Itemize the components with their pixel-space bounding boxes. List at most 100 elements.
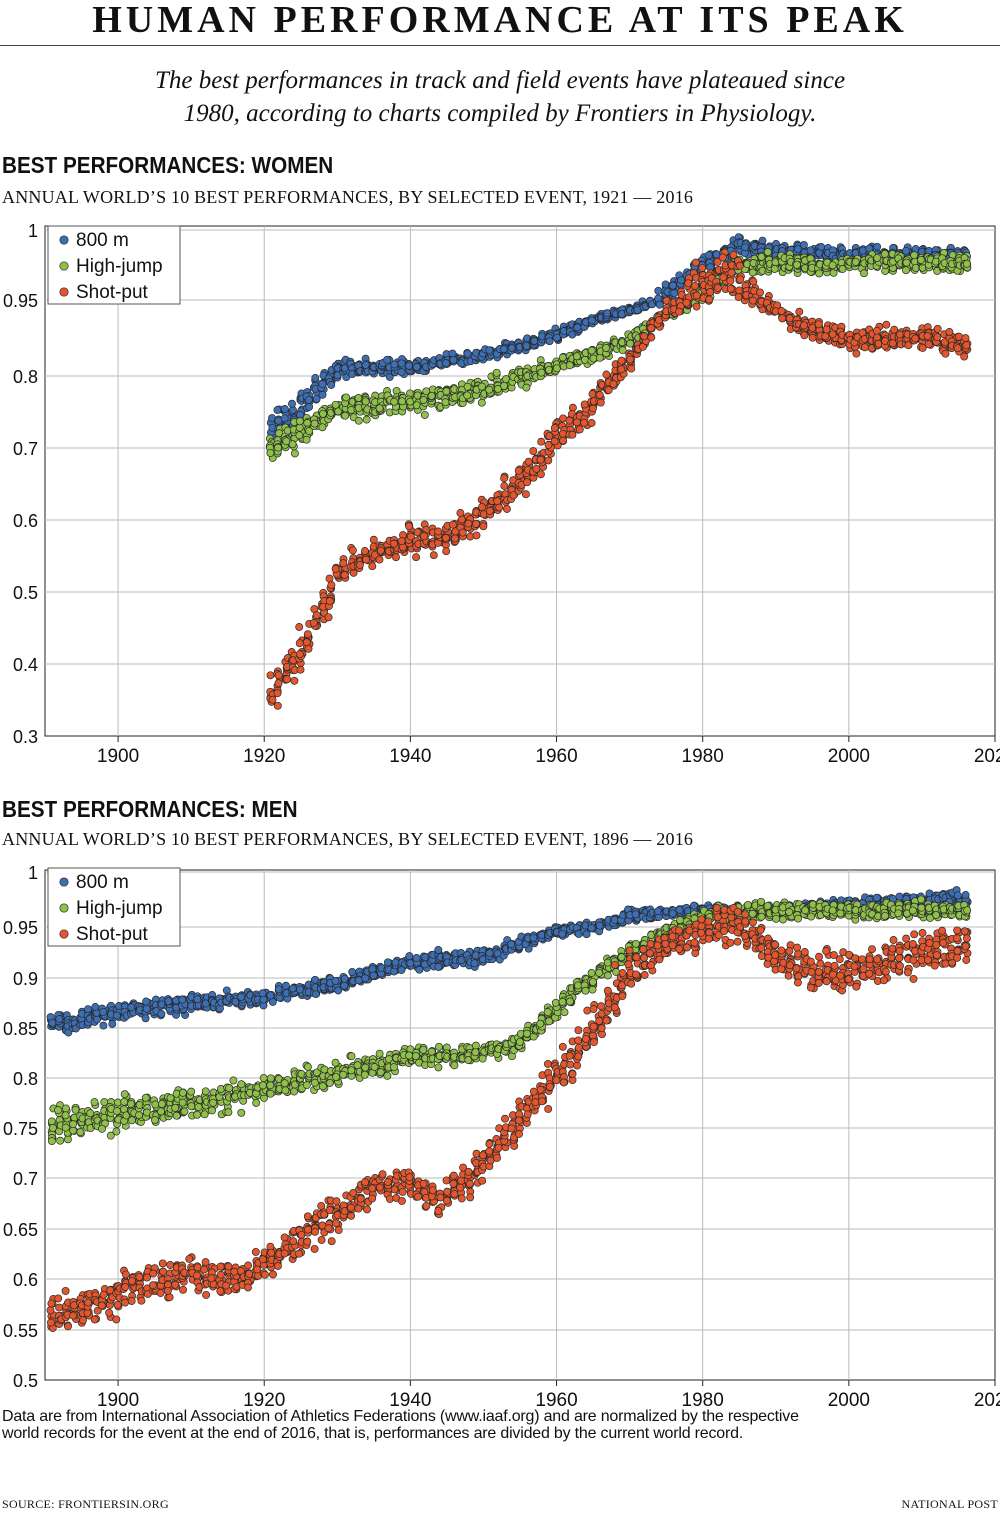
data-point bbox=[266, 448, 275, 457]
data-point bbox=[736, 275, 745, 284]
data-point bbox=[706, 288, 715, 296]
data-point bbox=[302, 638, 311, 647]
data-point bbox=[339, 559, 348, 568]
legend-swatch-shot_put bbox=[59, 287, 69, 297]
data-point bbox=[565, 361, 574, 370]
data-point bbox=[398, 397, 407, 406]
data-point bbox=[777, 307, 786, 315]
data-point bbox=[303, 630, 312, 639]
data-point bbox=[477, 382, 486, 391]
data-point bbox=[237, 1080, 246, 1089]
data-point bbox=[551, 998, 560, 1007]
data-point bbox=[471, 1041, 480, 1050]
data-point bbox=[193, 1110, 202, 1119]
data-point bbox=[178, 1098, 187, 1107]
data-point bbox=[311, 374, 320, 382]
data-point bbox=[390, 539, 398, 548]
data-point bbox=[347, 1066, 356, 1075]
y-tick-label: 0.6 bbox=[13, 511, 38, 531]
data-point bbox=[412, 401, 421, 410]
data-point bbox=[273, 406, 282, 414]
data-point bbox=[472, 531, 481, 540]
x-tick-label: 2020 bbox=[974, 1390, 1000, 1408]
data-point bbox=[466, 532, 475, 541]
data-point bbox=[318, 380, 327, 389]
data-point bbox=[464, 519, 473, 528]
data-point bbox=[961, 891, 970, 899]
data-point bbox=[684, 279, 693, 288]
data-point bbox=[312, 394, 321, 403]
data-point bbox=[434, 945, 443, 954]
data-point bbox=[617, 365, 626, 374]
data-point bbox=[397, 966, 406, 974]
data-point bbox=[565, 416, 574, 425]
data-point bbox=[631, 910, 640, 919]
data-point bbox=[434, 1063, 443, 1072]
data-point bbox=[390, 360, 399, 369]
data-point bbox=[580, 418, 589, 427]
data-point bbox=[312, 611, 321, 620]
data-point bbox=[962, 341, 971, 350]
y-tick-label: 0.95 bbox=[3, 291, 38, 311]
data-point bbox=[689, 901, 698, 910]
data-point bbox=[677, 276, 686, 285]
data-point bbox=[342, 393, 351, 402]
data-point bbox=[141, 1093, 150, 1102]
data-point bbox=[281, 1086, 290, 1095]
data-point bbox=[573, 323, 582, 332]
data-point bbox=[552, 333, 561, 342]
data-point bbox=[157, 1099, 166, 1108]
data-point bbox=[157, 1009, 166, 1018]
data-point bbox=[99, 1007, 108, 1016]
data-point bbox=[225, 1084, 234, 1093]
data-point bbox=[873, 242, 882, 251]
y-tick-label: 0.3 bbox=[13, 727, 38, 747]
data-point bbox=[449, 520, 457, 529]
y-tick-label: 0.65 bbox=[3, 1220, 38, 1240]
data-point bbox=[917, 255, 925, 264]
data-point bbox=[902, 246, 910, 255]
data-point bbox=[91, 1003, 100, 1011]
data-point bbox=[302, 435, 311, 444]
data-point bbox=[361, 974, 370, 983]
data-point bbox=[353, 1061, 362, 1070]
data-point bbox=[208, 1106, 216, 1115]
y-tick-label: 0.4 bbox=[13, 655, 38, 675]
data-point bbox=[290, 1087, 299, 1096]
data-point bbox=[376, 546, 385, 555]
data-point bbox=[405, 1051, 414, 1060]
data-point bbox=[280, 405, 289, 413]
data-point bbox=[544, 440, 553, 449]
data-point bbox=[735, 261, 744, 270]
data-point bbox=[880, 249, 889, 258]
x-tick-label: 1980 bbox=[682, 1390, 724, 1408]
data-point bbox=[48, 1018, 57, 1027]
data-point bbox=[575, 425, 584, 434]
y-tick-label: 1 bbox=[28, 863, 38, 883]
data-point bbox=[266, 991, 275, 1000]
data-point bbox=[792, 260, 801, 269]
data-point bbox=[187, 1102, 196, 1111]
data-point bbox=[500, 474, 509, 483]
data-point bbox=[47, 1137, 56, 1146]
data-point bbox=[282, 437, 291, 446]
data-point bbox=[602, 343, 611, 352]
data-point bbox=[493, 385, 502, 393]
data-point bbox=[595, 353, 604, 362]
data-point bbox=[675, 905, 684, 914]
data-point bbox=[933, 324, 942, 333]
data-point bbox=[369, 535, 378, 544]
data-point bbox=[127, 1100, 135, 1108]
data-point bbox=[815, 269, 824, 278]
data-point bbox=[295, 431, 304, 440]
data-point bbox=[661, 280, 670, 289]
data-point bbox=[258, 989, 267, 998]
data-point bbox=[135, 1111, 143, 1120]
data-point bbox=[945, 328, 954, 336]
data-point bbox=[749, 277, 758, 286]
data-point bbox=[318, 423, 327, 432]
data-point bbox=[108, 1020, 117, 1028]
legend-box bbox=[47, 225, 181, 305]
data-point bbox=[808, 333, 817, 342]
